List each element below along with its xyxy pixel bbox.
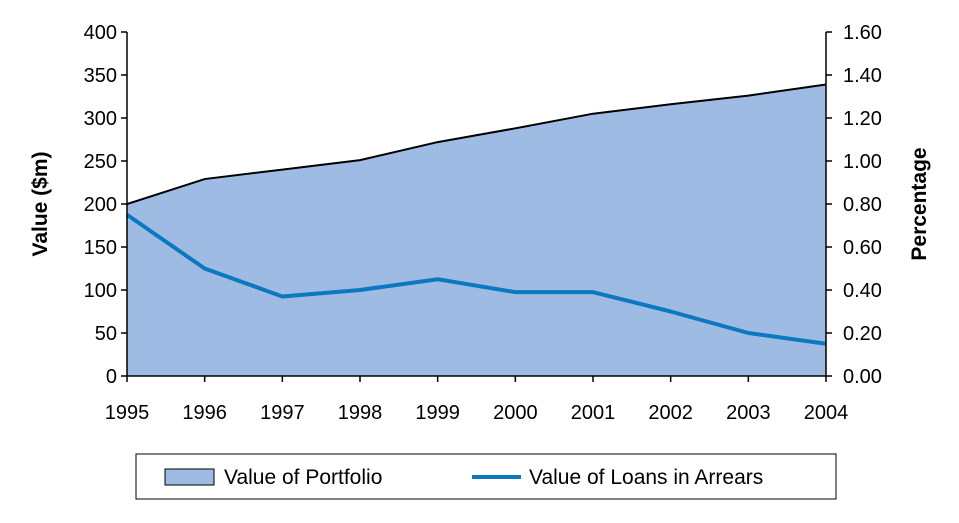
legend-label-arrears: Value of Loans in Arrears (529, 466, 763, 489)
y-tick-label-left: 300 (84, 108, 117, 130)
y-tick-label-right: 0.00 (843, 366, 882, 388)
y-tick-label-right: 1.40 (843, 65, 882, 87)
y-tick-label-left: 100 (84, 280, 117, 302)
y-tick-label-left: 50 (95, 323, 117, 345)
x-tick-label: 2003 (726, 402, 771, 424)
y-tick-label-right: 0.60 (843, 237, 882, 259)
x-tick-label: 2001 (571, 402, 616, 424)
legend-swatch-portfolio (164, 468, 215, 486)
y-tick-label-right: 1.00 (843, 151, 882, 173)
y-tick-label-right: 0.40 (843, 280, 882, 302)
x-tick-label: 1998 (338, 402, 383, 424)
y-tick-label-right: 1.20 (843, 108, 882, 130)
axes: 0 50 100 150 200 250 300 350 400 0.00 0.20 0.40 0.60… (84, 22, 882, 424)
line-series-arrears (125, 213, 827, 346)
plot-area (125, 83, 827, 377)
y-tick-label-right: 1.60 (843, 22, 882, 44)
y-tick-label-left: 350 (84, 65, 117, 87)
y-tick-label-left: 400 (84, 22, 117, 44)
x-tick-label: 1995 (105, 402, 150, 424)
y-tick-label-left: 0 (106, 366, 117, 388)
y-tick-label-right: 0.20 (843, 323, 882, 345)
x-tick-label: 2000 (493, 402, 538, 424)
x-tick-label: 1996 (182, 402, 227, 424)
x-tick-label: 2002 (648, 402, 693, 424)
area-outline-portfolio (126, 83, 827, 205)
legend: Value of Portfolio Value of Loans in Arr… (135, 453, 837, 500)
legend-label-portfolio: Value of Portfolio (224, 466, 382, 489)
x-tick-label: 1999 (415, 402, 460, 424)
y-tick-label-left: 200 (84, 194, 117, 216)
y-tick-label-left: 150 (84, 237, 117, 259)
area-series-portfolio (127, 84, 826, 377)
y-tick-label-left: 250 (84, 151, 117, 173)
x-tick-label: 2004 (804, 402, 849, 424)
x-tick-label: 1997 (260, 402, 305, 424)
y-axis-title-right: Percentage (908, 147, 931, 260)
y-tick-label-right: 0.80 (843, 194, 882, 216)
y-axis-title-left: Value ($m) (29, 151, 52, 256)
